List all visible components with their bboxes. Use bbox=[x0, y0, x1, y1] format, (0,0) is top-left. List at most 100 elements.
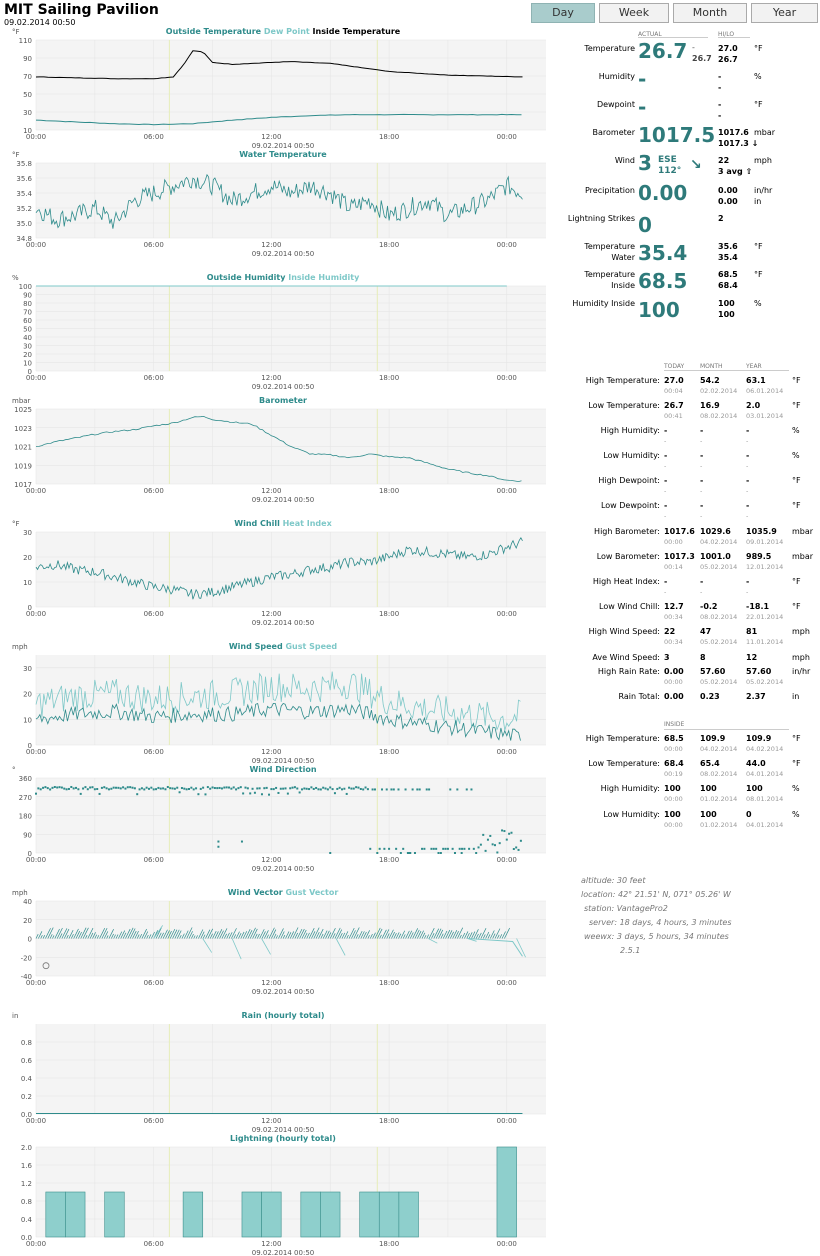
y-tick-label: 0 bbox=[28, 604, 32, 612]
direction-point bbox=[413, 852, 416, 854]
vector-stick bbox=[195, 935, 198, 939]
vector-stick bbox=[212, 930, 217, 939]
vector-stick bbox=[160, 932, 164, 939]
stat-value: - bbox=[746, 501, 750, 510]
direction-point bbox=[315, 786, 318, 789]
direction-point bbox=[293, 786, 296, 789]
x-tick-label: 00:00 bbox=[26, 241, 46, 249]
chart-title-part: Gust Vector bbox=[283, 888, 339, 897]
series-line bbox=[35, 537, 523, 600]
y-axis-label: °F bbox=[12, 520, 20, 528]
x-tick-label: 12:00 bbox=[261, 856, 281, 864]
y-tick-label: 80 bbox=[23, 300, 32, 308]
direction-point bbox=[484, 849, 487, 852]
x-tick-label: 06:00 bbox=[144, 610, 164, 618]
metric-low: 26.7 bbox=[718, 55, 738, 64]
direction-point bbox=[437, 852, 440, 854]
direction-point bbox=[70, 785, 73, 788]
direction-point bbox=[322, 786, 325, 789]
stat-label: High Wind Speed: bbox=[588, 627, 660, 636]
y-tick-label: 360 bbox=[19, 775, 32, 783]
stat-time: - bbox=[664, 437, 667, 445]
vector-stick bbox=[40, 935, 43, 939]
metric-label: Humidity bbox=[598, 72, 635, 81]
stat-time: 08.02.2014 bbox=[700, 613, 738, 621]
x-tick-label: 00:00 bbox=[497, 241, 517, 249]
direction-point bbox=[145, 786, 148, 789]
vector-stick bbox=[313, 927, 320, 939]
tab-year[interactable]: Year bbox=[751, 3, 818, 23]
direction-point bbox=[183, 787, 186, 790]
x-tick-label: 18:00 bbox=[379, 748, 399, 756]
vector-stick bbox=[82, 927, 89, 939]
direction-point bbox=[44, 786, 47, 789]
y-tick-label: 40 bbox=[23, 898, 32, 906]
vector-stick bbox=[52, 935, 55, 939]
x-tick-label: 06:00 bbox=[144, 748, 164, 756]
y-tick-label: 20 bbox=[23, 691, 32, 699]
metric-low: 1017.3 ↓ bbox=[718, 139, 759, 148]
metric-high: 0.00 bbox=[718, 186, 738, 195]
chart-title: Wind Vector Gust Vector bbox=[228, 888, 339, 897]
vector-stick bbox=[466, 932, 470, 939]
lightning-bar bbox=[300, 1191, 321, 1238]
vector-stick bbox=[475, 933, 479, 939]
vector-stick bbox=[487, 934, 491, 939]
stat-unit: mbar bbox=[792, 527, 814, 536]
stat-value: 27.0 bbox=[664, 376, 684, 385]
direction-point bbox=[143, 788, 146, 791]
y-tick-label: 1021 bbox=[14, 444, 32, 452]
stat-time: 05.02.2014 bbox=[700, 678, 738, 686]
direction-point bbox=[230, 787, 233, 790]
y-tick-label: 90 bbox=[23, 55, 32, 63]
metric-value: 100 bbox=[638, 298, 680, 322]
tab-week[interactable]: Week bbox=[599, 3, 669, 23]
direction-point bbox=[202, 786, 205, 789]
stat-time: 04.02.2014 bbox=[700, 745, 738, 753]
stat-time: 00:00 bbox=[664, 795, 683, 803]
y-tick-label: 35.8 bbox=[16, 160, 32, 168]
vector-stick bbox=[111, 933, 114, 939]
vector-stick bbox=[181, 933, 185, 939]
vector-stick bbox=[431, 933, 435, 939]
station-info-line: 2.5.1 bbox=[620, 946, 641, 955]
x-tick-label: 06:00 bbox=[144, 241, 164, 249]
tab-month[interactable]: Month bbox=[673, 3, 747, 23]
stat-time: 00:34 bbox=[664, 638, 683, 646]
direction-point bbox=[343, 787, 346, 790]
stat-value: 1001.0 bbox=[700, 552, 731, 561]
metric-low: 3 avg ⇧ bbox=[718, 167, 753, 176]
stat-unit: % bbox=[792, 426, 800, 435]
vector-stick bbox=[417, 930, 422, 939]
stat-value: - bbox=[700, 451, 704, 460]
vector-stick bbox=[179, 934, 182, 939]
x-tick-label: 06:00 bbox=[144, 1240, 164, 1248]
stat-value: - bbox=[700, 426, 704, 435]
direction-point bbox=[42, 786, 45, 789]
y-tick-label: 0.4 bbox=[21, 1216, 33, 1224]
stat-value: 100 bbox=[746, 784, 763, 793]
stat-time: - bbox=[664, 487, 667, 495]
direction-point bbox=[446, 847, 449, 850]
y-tick-label: 180 bbox=[19, 813, 32, 821]
vector-stick bbox=[103, 931, 109, 939]
direction-point bbox=[246, 787, 249, 790]
direction-point bbox=[72, 787, 75, 790]
direction-point bbox=[138, 788, 141, 791]
y-tick-label: 20 bbox=[23, 351, 32, 359]
vector-stick bbox=[45, 928, 51, 939]
direction-point bbox=[289, 787, 292, 790]
vector-stick bbox=[191, 933, 194, 939]
vector-stick bbox=[233, 934, 237, 939]
vector-stick bbox=[249, 927, 256, 939]
vector-stick bbox=[35, 933, 39, 939]
tab-day[interactable]: Day bbox=[531, 3, 595, 23]
chart-title-part: Gust Speed bbox=[283, 642, 338, 651]
stat-value: 100 bbox=[700, 784, 717, 793]
direction-point bbox=[272, 788, 275, 791]
stat-value: 0.00 bbox=[664, 667, 684, 676]
direction-point bbox=[463, 847, 466, 850]
vector-stick bbox=[183, 930, 189, 939]
x-tick-label: 00:00 bbox=[26, 1117, 46, 1125]
x-tick-label: 00:00 bbox=[497, 856, 517, 864]
